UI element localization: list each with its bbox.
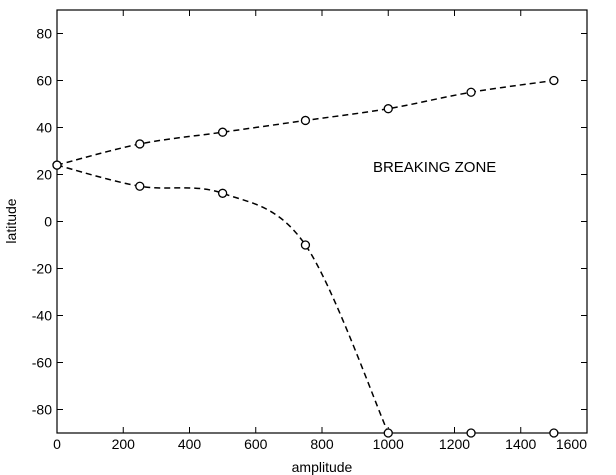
y-tick-label: -20 bbox=[32, 261, 52, 277]
x-tick-label: 200 bbox=[112, 436, 136, 452]
y-axis: -80 -60 -40 -20 0 20 40 60 80 bbox=[32, 26, 587, 418]
series-2-point bbox=[52, 160, 62, 170]
series-1-point bbox=[217, 127, 228, 137]
extra-point bbox=[466, 428, 476, 438]
marker-layer bbox=[52, 75, 559, 438]
x-axis: 0 200 400 600 800 1000 1200 1400 1600 bbox=[53, 10, 588, 452]
y-tick-label: -40 bbox=[32, 308, 52, 324]
y-tick-label: 40 bbox=[36, 120, 52, 136]
x-tick-label: 1600 bbox=[556, 436, 587, 452]
y-tick-label: 20 bbox=[36, 167, 52, 183]
series-2-point bbox=[300, 240, 311, 250]
x-axis-label: amplitude bbox=[292, 459, 353, 475]
x-tick-label: 1200 bbox=[439, 436, 470, 452]
x-tick-label: 1000 bbox=[373, 436, 404, 452]
series-1-point bbox=[466, 87, 476, 97]
y-tick-label: 0 bbox=[44, 214, 52, 230]
series-layer bbox=[56, 79, 554, 434]
x-tick-label: 600 bbox=[244, 436, 268, 452]
x-tick-label: 400 bbox=[178, 436, 202, 452]
annotation-layer: BREAKING ZONE bbox=[373, 159, 496, 176]
series-2-point bbox=[383, 428, 393, 438]
y-tick-label: -60 bbox=[32, 355, 52, 371]
plot-frame bbox=[56, 9, 588, 434]
series-line-2 bbox=[56, 164, 389, 434]
y-axis-label: latitude bbox=[3, 198, 19, 243]
x-tick-label: 800 bbox=[310, 436, 334, 452]
annotation-breaking-zone: BREAKING ZONE bbox=[373, 159, 496, 176]
series-1-point bbox=[549, 75, 559, 86]
extra-point bbox=[549, 428, 559, 438]
y-tick-label: 60 bbox=[36, 73, 52, 89]
x-tick-label: 1400 bbox=[505, 436, 536, 452]
y-tick-label: 80 bbox=[36, 26, 52, 42]
series-1-point bbox=[300, 115, 311, 126]
series-2-point bbox=[217, 188, 228, 198]
series-2-point bbox=[135, 181, 145, 191]
x-tick-label: 0 bbox=[53, 436, 61, 452]
y-tick-label: -80 bbox=[32, 402, 52, 418]
series-1-point bbox=[135, 139, 145, 149]
series-1-point bbox=[383, 104, 393, 114]
